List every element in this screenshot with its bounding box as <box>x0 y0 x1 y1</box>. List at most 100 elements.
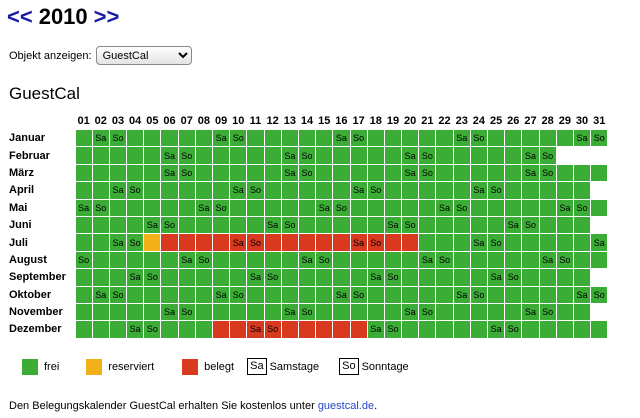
day-cell-free <box>572 302 592 322</box>
day-header: 17 <box>352 115 365 127</box>
day-cell-free <box>108 268 128 287</box>
day-cell-free <box>91 215 110 235</box>
day-cell-free <box>418 198 437 217</box>
month-row: Januar Sa So Sa So Sa So Sa So Sa So <box>9 128 609 148</box>
legend-saturday-label: Samstage <box>269 360 320 373</box>
month-label: August <box>9 253 47 266</box>
day-cell-free <box>160 198 179 217</box>
saturday-box: Sa <box>247 358 267 375</box>
day-cell-free <box>418 268 437 287</box>
day-cell-free: So <box>418 146 437 165</box>
day-cell-free: So <box>366 181 385 200</box>
month-row: November Sa So Sa So Sa So Sa So <box>9 302 609 322</box>
day-cell-booked: Sa <box>229 233 248 252</box>
day-cell-free: So <box>177 163 196 183</box>
day-cell-free <box>383 181 403 200</box>
day-cell-free <box>383 128 403 148</box>
day-cell-free: Sa <box>263 215 282 235</box>
day-cell-free: So <box>194 250 214 270</box>
calendar-grid: 01 02 03 04 05 06 07 08 09 10 11 12 13 14 15 16 17 18 19 20… <box>9 113 609 339</box>
day-cell-free <box>91 320 110 339</box>
day-cell-booked <box>160 233 179 252</box>
day-cell-free: Sa <box>572 128 592 148</box>
guestcal-link[interactable]: guestcal.de <box>317 400 375 412</box>
day-cell-free <box>177 128 196 148</box>
day-cell-free: Sa <box>160 146 179 165</box>
day-cell-free: So <box>383 268 403 287</box>
day-cell-free <box>521 250 540 270</box>
day-cell-free <box>160 285 179 304</box>
month-row: Juli Sa So Sa So Sa So Sa So Sa <box>9 233 609 252</box>
day-cell-free <box>211 181 231 200</box>
day-cell-free: Sa <box>74 198 93 217</box>
next-year-link[interactable]: >> <box>93 4 120 29</box>
day-cell-free <box>160 320 179 339</box>
empty-day-cell <box>572 146 592 165</box>
day-cell-free <box>435 320 454 339</box>
day-cell-free <box>521 285 540 304</box>
day-cell-free: So <box>349 128 368 148</box>
day-cell-free <box>332 215 351 235</box>
day-cell-free <box>91 146 110 165</box>
legend-saturday: Sa Samstage <box>247 358 319 375</box>
day-cell-free <box>349 198 368 217</box>
day-cell-free: So <box>538 302 557 322</box>
day-cell-free: Sa <box>194 198 214 217</box>
day-header: 16 <box>335 115 348 127</box>
object-selector-row: Objekt anzeigen: GuestCal <box>9 46 192 65</box>
empty-day-cell <box>590 215 609 235</box>
day-cell-free: So <box>297 163 317 183</box>
day-cell-free <box>297 215 317 235</box>
day-cell-free <box>297 198 317 217</box>
day-cell-free <box>504 181 523 200</box>
day-cell-free <box>555 163 574 183</box>
day-cell-free <box>401 268 420 287</box>
day-cell-free <box>108 146 128 165</box>
day-cell-free <box>349 302 368 322</box>
day-cell-free <box>504 163 523 183</box>
day-cell-free <box>229 163 248 183</box>
day-cell-free <box>572 163 592 183</box>
day-cell-free <box>211 268 231 287</box>
day-cell-free <box>126 250 145 270</box>
day-cell-free <box>555 181 574 200</box>
day-cell-free <box>194 163 214 183</box>
legend-reserved: reserviert <box>86 358 154 375</box>
day-cell-free <box>401 320 420 339</box>
month-label: Oktober <box>9 288 52 301</box>
legend-booked-label: belegt <box>204 360 235 373</box>
day-cell-free <box>74 128 93 148</box>
previous-year-link[interactable]: << <box>7 4 33 29</box>
day-cell-free: Sa <box>401 302 420 322</box>
empty-day-cell <box>590 268 609 287</box>
day-cell-free <box>452 163 471 183</box>
day-cell-free: Sa <box>297 250 317 270</box>
day-cell-free <box>452 181 471 200</box>
day-cell-free <box>401 285 420 304</box>
day-cell-free: So <box>504 268 523 287</box>
day-cell-free <box>383 250 403 270</box>
day-cell-free <box>366 215 385 235</box>
day-cell-free <box>74 233 93 252</box>
day-cell-booked <box>177 233 196 252</box>
day-cell-free: So <box>418 163 437 183</box>
day-cell-free: So <box>383 320 403 339</box>
day-cell-free <box>366 302 385 322</box>
day-header: 01 <box>77 115 90 127</box>
object-select[interactable]: GuestCal <box>95 46 192 65</box>
day-cell-free <box>246 250 265 270</box>
day-cell-free: So <box>297 302 317 322</box>
day-cell-free <box>126 146 145 165</box>
day-cell-free <box>229 302 248 322</box>
day-cell-free <box>160 181 179 200</box>
day-cell-free <box>143 146 162 165</box>
day-cell-free: Sa <box>504 215 523 235</box>
day-cell-free <box>538 181 557 200</box>
day-cell-booked <box>315 320 334 339</box>
day-cell-free <box>211 146 231 165</box>
day-cell-free <box>246 128 265 148</box>
day-cell-free <box>435 128 454 148</box>
day-cell-free: So <box>349 285 368 304</box>
day-cell-free <box>418 181 437 200</box>
day-cell-free: Sa <box>452 285 471 304</box>
